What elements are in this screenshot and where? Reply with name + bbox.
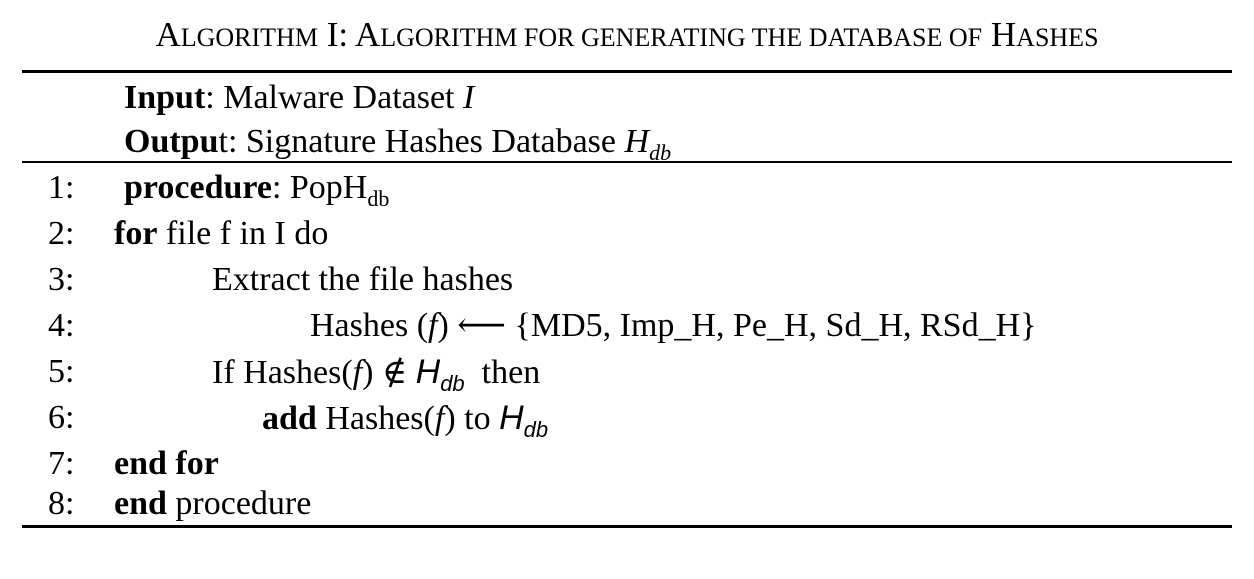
step-body: procedure: PopHdb	[124, 165, 389, 214]
step-text-pre: Hashes(	[316, 400, 435, 437]
algorithm-step-7: 7: end for	[0, 441, 1254, 487]
step-body: end for	[114, 441, 219, 487]
step-number: 2:	[48, 215, 75, 252]
top-rule	[22, 70, 1232, 73]
step-text-post: then	[464, 354, 541, 391]
step-var: f	[434, 400, 445, 437]
step-body: end procedure	[114, 481, 311, 527]
output-label-rest: t	[218, 123, 228, 160]
step-number: 3:	[48, 261, 75, 298]
output-var: H	[624, 123, 650, 160]
step-body: Extract the file hashes	[212, 257, 513, 303]
keyword-for: for	[114, 215, 158, 252]
caption-cap-1: A	[155, 15, 181, 54]
caption-cap-2: I: A	[326, 15, 381, 54]
step-text-pre: Hashes (	[310, 307, 429, 344]
step-text: : PopH	[271, 169, 368, 206]
algorithm-step-4: 4: Hashes (f) ⟵ {MD5, Imp_H, Pe_H, Sd_H,…	[0, 303, 1254, 349]
algorithm-step-1: 1: procedure: PopHdb	[0, 165, 1254, 211]
step-body: Hashes (f) ⟵ {MD5, Imp_H, Pe_H, Sd_H, RS…	[310, 303, 1036, 349]
algorithm-step-3: 3: Extract the file hashes	[0, 257, 1254, 303]
step-body: If Hashes(f) ∉ Hdb then	[212, 349, 540, 399]
step-body: add Hashes(f) to Hdb	[262, 395, 548, 445]
step-var: f	[352, 354, 363, 391]
algorithm-step-8: 8: end procedure	[0, 481, 1254, 527]
step-number: 1:	[48, 169, 75, 206]
caption-rest-2: LGORITHM FOR GENERATING THE DATABASE OF	[380, 23, 983, 52]
keyword-procedure: procedure	[124, 169, 272, 206]
output-line: Output: Signature Hashes Database Hdb	[124, 122, 671, 165]
step-text-post: ) ⟵ {MD5, Imp_H, Pe_H, Sd_H, RSd_H}	[437, 307, 1037, 344]
step-hvar-sub: db	[440, 371, 465, 396]
step-text-mid: ) to	[444, 400, 500, 437]
algorithm-caption: ALGORITHM I: ALGORITHM FOR GENERATING TH…	[0, 14, 1254, 59]
step-text-pre: If Hashes(	[212, 354, 353, 391]
step-number: 5:	[48, 353, 75, 390]
output-var-sub: db	[649, 140, 672, 165]
output-text: : Signature Hashes Database	[227, 123, 625, 160]
caption-rest-3: ASHES	[1016, 23, 1099, 52]
step-text: file f in I do	[157, 215, 329, 252]
step-number: 6:	[48, 399, 75, 436]
step-subscript: db	[367, 186, 390, 211]
output-label-bold: Outpu	[124, 123, 219, 160]
input-line: Input: Malware Dataset I	[124, 78, 474, 118]
keyword-end: end	[114, 485, 167, 522]
middle-rule	[22, 161, 1232, 163]
step-hvar: H	[499, 399, 524, 437]
keyword-end-for: end for	[114, 445, 219, 482]
bottom-rule	[22, 525, 1232, 528]
input-text: : Malware Dataset	[205, 79, 464, 116]
keyword-add: add	[262, 400, 317, 437]
caption-cap-3: H	[990, 15, 1017, 54]
step-text-mid: ) ∉	[362, 354, 416, 391]
input-var: I	[463, 79, 475, 116]
algorithm-step-2: 2: for file f in I do	[0, 211, 1254, 257]
step-text: procedure	[166, 485, 312, 522]
algorithm-step-6: 6: add Hashes(f) to Hdb	[0, 395, 1254, 442]
step-body: for file f in I do	[114, 211, 328, 257]
step-hvar: H	[415, 353, 441, 391]
caption-rest-1: LGORITHM	[180, 23, 318, 52]
algorithm-step-5: 5: If Hashes(f) ∉ Hdb then	[0, 349, 1254, 396]
input-label: Input	[124, 79, 206, 116]
step-number: 8:	[48, 485, 75, 522]
step-number: 4:	[48, 307, 75, 344]
step-number: 7:	[48, 445, 75, 482]
step-text: Extract the file hashes	[212, 261, 514, 298]
step-var: f	[428, 307, 438, 344]
step-hvar-sub: db	[523, 417, 549, 442]
